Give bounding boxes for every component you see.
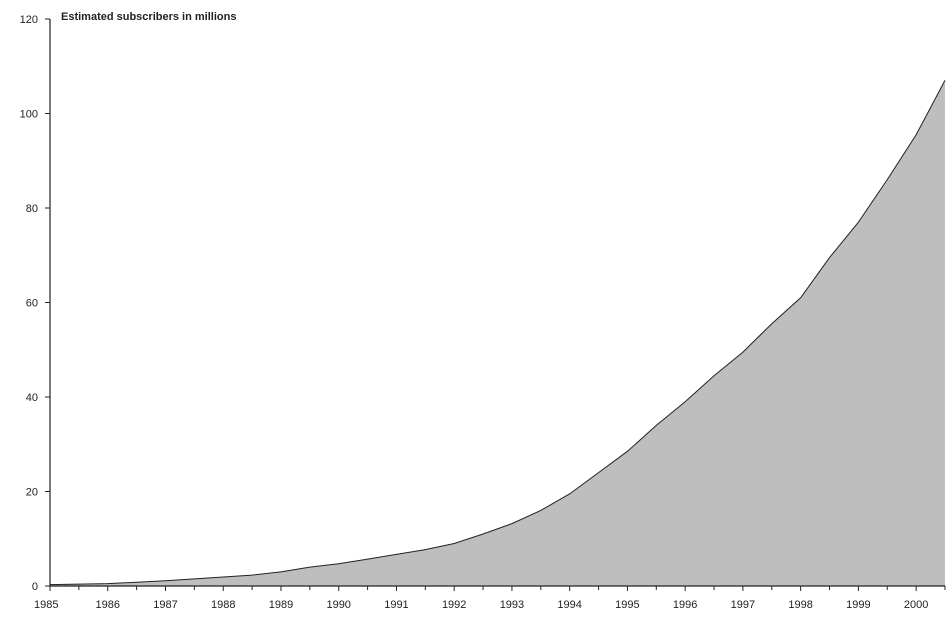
- x-tick-label-1996: 1996: [673, 599, 697, 611]
- x-tick-label-1999: 1999: [846, 599, 870, 611]
- x-tick-label-1988: 1988: [211, 599, 235, 611]
- x-tick-label-1992: 1992: [442, 599, 466, 611]
- x-tick-label-1993: 1993: [500, 599, 524, 611]
- series-area-layer: [49, 80, 946, 587]
- y-tick-label-20: 20: [26, 487, 38, 499]
- y-tick-label-40: 40: [26, 392, 38, 404]
- y-tick-label-120: 120: [20, 14, 38, 26]
- x-tick-label-1990: 1990: [326, 599, 350, 611]
- chart-title: Estimated subscribers in millions: [61, 11, 236, 23]
- y-tick-label-80: 80: [26, 203, 38, 215]
- tick-labels: 0 20 40 60 80 100 120 1985 1986 1987 1988 1989 1990 1…: [20, 14, 929, 611]
- x-tick-label-1986: 1986: [95, 599, 119, 611]
- axes: [45, 18, 946, 591]
- series-area-0: [50, 80, 945, 587]
- x-tick-label-1997: 1997: [731, 599, 755, 611]
- x-tick-label-1987: 1987: [153, 599, 177, 611]
- y-tick-label-60: 60: [26, 298, 38, 310]
- x-tick-label-2000: 2000: [904, 599, 928, 611]
- y-tick-label-100: 100: [20, 109, 38, 121]
- y-tick-label-0: 0: [32, 581, 38, 593]
- x-tick-label-1991: 1991: [384, 599, 408, 611]
- x-tick-label-1995: 1995: [615, 599, 639, 611]
- x-tick-label-1989: 1989: [269, 599, 293, 611]
- x-tick-label-1998: 1998: [788, 599, 812, 611]
- x-tick-label-1994: 1994: [557, 599, 581, 611]
- x-tick-label-1985: 1985: [34, 599, 58, 611]
- series-line-0: [49, 80, 946, 586]
